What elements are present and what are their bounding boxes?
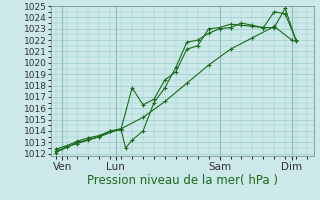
X-axis label: Pression niveau de la mer( hPa ): Pression niveau de la mer( hPa ) [87,174,278,187]
